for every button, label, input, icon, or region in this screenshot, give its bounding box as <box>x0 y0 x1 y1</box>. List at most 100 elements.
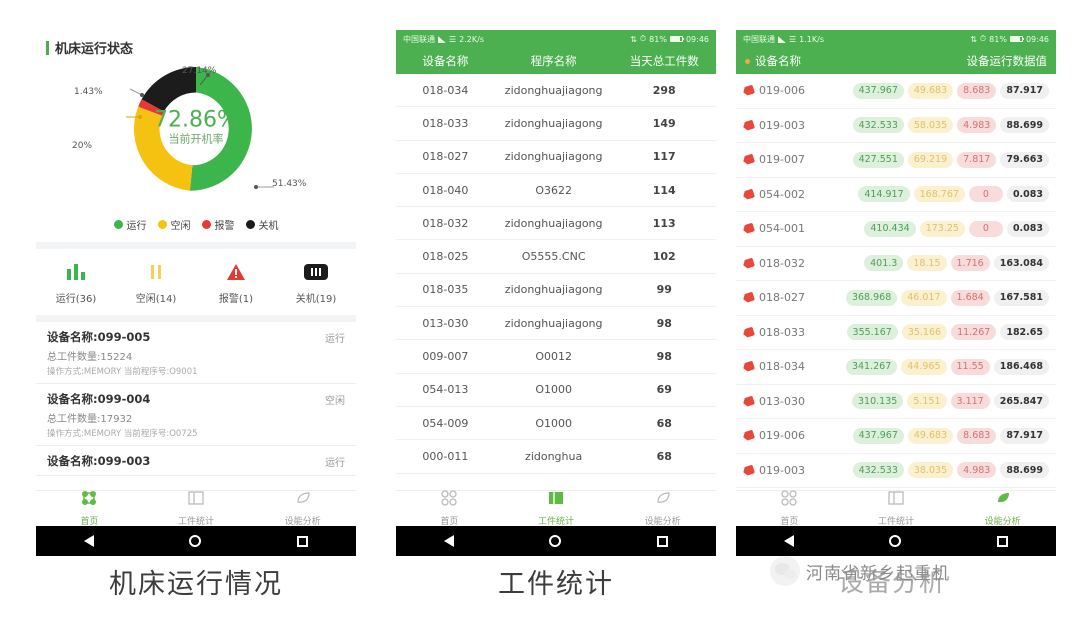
table-row[interactable]: 054-013 O1000 69 <box>396 374 716 407</box>
table-row[interactable]: 018-032 zidonghuajiagong 113 <box>396 207 716 241</box>
tab-performance-analysis[interactable]: 设能分析 <box>609 491 716 527</box>
tab-performance-analysis[interactable]: 设能分析 <box>249 491 356 527</box>
legend-dot-alarm <box>201 220 211 229</box>
back-icon[interactable] <box>783 535 794 547</box>
home-icon[interactable] <box>189 535 202 547</box>
bottom-tab-bar: 首页 工件统计 设能分析 <box>396 490 716 527</box>
tab-label-workpiece-stats: 工件统计 <box>878 517 915 527</box>
phone-panel-device-analysis: 中国联通 ☰ 1.1K/s ⇅ ⏱ 81% 09:46 设备名称 设备运行数据值… <box>736 30 1056 556</box>
table-row[interactable]: 054-001 410.434 173.25 0 0.083 <box>736 212 1056 247</box>
value-pill-yellow: 44.965 <box>901 358 947 375</box>
value-pill-green: 437.967 <box>852 427 904 444</box>
table-row[interactable]: 054-009 O1000 68 <box>396 407 716 441</box>
table-row[interactable]: 019-003 432.533 58.035 4.983 88.699 <box>736 109 1056 143</box>
tag-icon <box>743 466 754 475</box>
donut-center-value: 72.86% <box>154 107 238 133</box>
cell-device-name: 018-034 <box>743 360 839 373</box>
table-row[interactable]: 018-034 zidonghuajiagong 298 <box>396 74 716 108</box>
warning-triangle-icon <box>196 261 276 283</box>
table-row[interactable]: 018-035 zidonghuajiagong 99 <box>396 274 716 308</box>
table-row[interactable]: 013-030 310.135 5.151 3.117 265.847 <box>736 385 1056 419</box>
cell-device-name: 054-001 <box>743 222 839 235</box>
home-icon[interactable] <box>549 535 562 547</box>
table-row[interactable]: 018-032 401.3 18.15 1.716 163.084 <box>736 247 1056 281</box>
back-icon[interactable] <box>83 535 94 547</box>
cell-values: 341.267 44.965 11.55 186.468 <box>839 358 1049 375</box>
list-item[interactable]: 设备名称:099-004 总工件数量:17932 操作方式:MEMORY 当前程… <box>36 384 356 446</box>
tab-label-workpiece-stats: 工件统计 <box>178 517 215 527</box>
cell-values: 368.968 46.017 1.684 167.581 <box>839 289 1049 306</box>
table-row[interactable]: 018-025 O5555.CNC 102 <box>396 240 716 274</box>
bottom-tab-bar: 首页 工件统计 设能分析 <box>736 490 1056 527</box>
value-pill-total: 0.083 <box>1006 186 1049 203</box>
android-nav-bar <box>736 526 1056 556</box>
cell-daily-total: 102 <box>652 250 676 264</box>
stat-off[interactable]: 关机(19) <box>276 261 356 305</box>
recents-icon[interactable] <box>997 535 1009 547</box>
cell-daily-total: 68 <box>656 449 672 463</box>
table-row[interactable]: 019-006 437.967 49.683 8.683 87.917 <box>736 419 1056 454</box>
table-row[interactable]: 018-040 O3622 114 <box>396 174 716 208</box>
table-row[interactable]: 018-033 zidonghuajiagong 149 <box>396 107 716 141</box>
status-bar: 中国联通 ☰ 1.1K/s ⇅ ⏱ 81% 09:46 <box>736 30 1056 48</box>
value-pill-green: 401.3 <box>864 255 904 272</box>
cell-daily-total: 117 <box>652 150 676 164</box>
tab-home[interactable]: 首页 <box>396 490 503 527</box>
clock-label: 09:46 <box>685 34 709 44</box>
stat-idle[interactable]: 空闲(14) <box>116 261 196 305</box>
tab-workpiece-stats[interactable]: 工件统计 <box>143 491 250 527</box>
table-row[interactable]: 019-003 432.533 38.035 4.983 88.699 <box>736 454 1056 488</box>
table-row[interactable]: 054-002 414.917 168.767 0 0.083 <box>736 178 1056 212</box>
table-row[interactable]: 013-030 zidonghuajiagong 98 <box>396 307 716 341</box>
table-row[interactable]: 009-007 O0012 98 <box>396 340 716 374</box>
table-row[interactable]: 018-027 zidonghuajiagong 117 <box>396 141 716 174</box>
table-row[interactable]: 000-011 zidonghua 68 <box>396 440 716 474</box>
tab-home[interactable]: 首页 <box>736 490 843 527</box>
value-pill-yellow: 49.683 <box>907 82 954 99</box>
cell-device-name: 019-007 <box>743 153 839 166</box>
device-name: 设备名称:099-004 <box>47 392 151 406</box>
cell-device-name: 018-027 <box>743 291 839 304</box>
stat-running[interactable]: 运行(36) <box>36 261 116 305</box>
table-header-left: 设备名称 <box>745 53 801 69</box>
value-pill-red: 8.683 <box>957 82 997 99</box>
cell-values: 432.533 38.035 4.983 88.699 <box>839 462 1049 479</box>
donut-slice-running <box>189 67 252 191</box>
caption-panel1: 机床运行情况 <box>109 569 283 600</box>
caption-panel3: 设备分析 <box>838 568 947 598</box>
table-row[interactable]: 018-027 368.968 46.017 1.684 167.581 <box>736 281 1056 316</box>
table-row[interactable]: 018-034 341.267 44.965 11.55 186.468 <box>736 350 1056 385</box>
list-item[interactable]: 设备名称:099-005 总工件数量:15224 操作方式:MEMORY 当前程… <box>36 322 356 384</box>
recents-icon[interactable] <box>297 535 309 547</box>
device-name: 设备名称:099-005 <box>47 330 151 344</box>
cell-values: 310.135 5.151 3.117 265.847 <box>839 393 1049 410</box>
tab-performance-analysis[interactable]: 设能分析 <box>949 491 1056 527</box>
status-badge: 运行 <box>325 458 345 469</box>
device-name-text: 019-007 <box>759 153 805 167</box>
home-icon[interactable] <box>889 535 902 547</box>
table-row[interactable]: 019-006 437.967 49.683 8.683 87.917 <box>736 74 1056 109</box>
table-row[interactable]: 018-033 355.167 35.166 11.267 182.65 <box>736 316 1056 350</box>
value-pill-yellow: 5.151 <box>907 393 947 410</box>
stat-alarm[interactable]: 报警(1) <box>196 261 276 305</box>
tab-workpiece-stats[interactable]: 工件统计 <box>503 491 610 527</box>
cell-device-name: 019-006 <box>743 429 839 442</box>
tab-home[interactable]: 首页 <box>36 491 143 527</box>
tab-label-home: 首页 <box>440 517 459 527</box>
list-item[interactable]: 设备名称:099-003 运行 <box>36 446 356 476</box>
table-row[interactable]: 019-007 427.551 69.219 7.817 79.663 <box>736 143 1056 178</box>
value-pill-yellow: 38.035 <box>907 462 954 479</box>
device-name-text: 013-030 <box>759 394 805 408</box>
card-title-text: 机床运行状态 <box>55 42 134 57</box>
cell-daily-total: 68 <box>656 416 672 430</box>
leader-dot-running <box>254 185 258 189</box>
legend-item-idle: 空闲 <box>157 217 191 232</box>
recents-icon[interactable] <box>657 535 669 547</box>
wechat-account-badge: 河南省新乡起重机 <box>770 556 950 586</box>
back-icon[interactable] <box>443 535 454 547</box>
cell-device-name: 018-033 <box>743 326 839 339</box>
tab-workpiece-stats[interactable]: 工件统计 <box>843 491 950 527</box>
device-name-text: 018-033 <box>759 325 805 339</box>
cell-program-name: zidonghuajiagong <box>504 116 603 130</box>
